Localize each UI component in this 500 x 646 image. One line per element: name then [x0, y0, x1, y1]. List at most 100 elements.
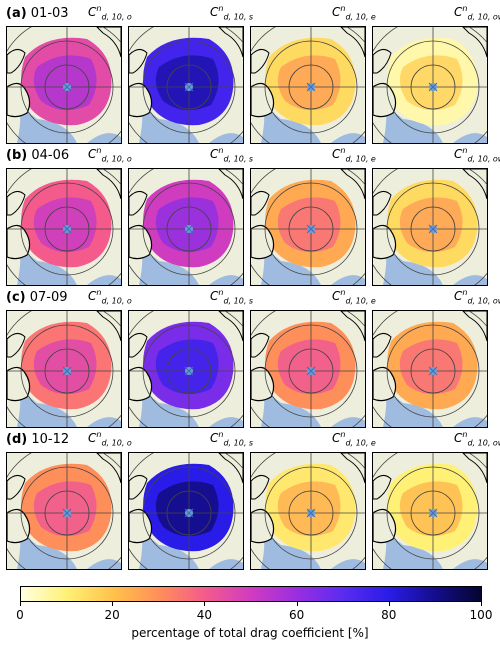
column-label: Cnd, 10, e [332, 146, 376, 164]
colorbar-tick-label: 60 [288, 608, 305, 622]
sea-ice-core [33, 481, 97, 537]
arctic-map [251, 27, 365, 143]
row-label: (c) 07-09 [6, 290, 68, 305]
arctic-map [7, 27, 121, 143]
column-label: Cnd, 10, o [88, 288, 132, 306]
row-label: (a) 01-03 [6, 6, 69, 21]
arctic-map [373, 453, 487, 569]
arctic-map [129, 311, 243, 427]
siberia-coast [340, 453, 365, 484]
colorbar-tick-label: 20 [104, 608, 120, 622]
arctic-map [251, 169, 365, 285]
ocean-atlantic [373, 227, 443, 285]
arctic-map [251, 311, 365, 427]
arctic-map [373, 27, 487, 143]
ocean-atlantic [251, 227, 321, 285]
siberia-coast [218, 169, 243, 200]
siberia-coast [462, 311, 487, 342]
canada-coast [129, 475, 148, 500]
map-panel [250, 310, 366, 428]
ocean-atlantic [251, 511, 321, 569]
north-pole-cross [184, 224, 194, 234]
greenland-coast [7, 366, 31, 402]
map-panel [372, 26, 488, 144]
sea-ice-core [277, 197, 341, 253]
canada-coast [373, 475, 392, 500]
colorbar-tick [388, 602, 390, 606]
siberia-coast [340, 169, 365, 200]
north-pole-cross [184, 82, 194, 92]
north-pole-cross [428, 508, 438, 518]
column-label: Cnd, 10, ow [454, 146, 500, 164]
canada-coast [373, 49, 392, 74]
arctic-map [373, 169, 487, 285]
greenland-coast [129, 366, 153, 402]
colorbar-tick-label: 40 [196, 608, 213, 622]
greenland-coast [373, 508, 397, 544]
sea-ice-core [155, 481, 219, 537]
greenland-coast [7, 82, 31, 118]
north-pole-cross [306, 366, 316, 376]
map-panel [128, 452, 244, 570]
sea-ice-core [155, 197, 219, 253]
greenland-coast [7, 224, 31, 260]
greenland-coast [129, 224, 153, 260]
greenland-coast [373, 82, 397, 118]
greenland-coast [373, 366, 397, 402]
greenland-coast [251, 82, 275, 118]
map-panel [6, 452, 122, 570]
arctic-map [373, 311, 487, 427]
arctic-map [7, 311, 121, 427]
arctic-map [129, 453, 243, 569]
siberia-coast [96, 27, 121, 58]
sea-ice-core [33, 197, 97, 253]
column-label: Cnd, 10, o [88, 146, 132, 164]
ocean-atlantic [373, 85, 443, 143]
siberia-coast [218, 453, 243, 484]
sea-ice-core [277, 339, 341, 395]
sea-ice-core [399, 481, 463, 537]
canada-coast [251, 49, 270, 74]
north-pole-cross [184, 366, 194, 376]
colorbar-tick-label: 0 [16, 608, 24, 622]
arctic-map [251, 453, 365, 569]
siberia-coast [96, 453, 121, 484]
colorbar-tick [20, 602, 21, 606]
map-panel [250, 168, 366, 286]
siberia-coast [340, 311, 365, 342]
north-pole-cross [62, 366, 72, 376]
north-pole-cross [306, 224, 316, 234]
sea-ice-core [399, 197, 463, 253]
north-pole-cross [62, 224, 72, 234]
ocean-atlantic [373, 511, 443, 569]
column-label: Cnd, 10, ow [454, 288, 500, 306]
row-months: 01-03 [26, 6, 69, 21]
ocean-atlantic [251, 85, 321, 143]
arctic-map [7, 169, 121, 285]
column-label: Cnd, 10, e [332, 4, 376, 22]
greenland-coast [7, 508, 31, 544]
greenland-coast [373, 224, 397, 260]
siberia-coast [462, 169, 487, 200]
north-pole-cross [428, 82, 438, 92]
canada-coast [7, 475, 26, 500]
arctic-map [129, 169, 243, 285]
siberia-coast [218, 311, 243, 342]
ocean-atlantic [7, 511, 77, 569]
ocean-atlantic [251, 369, 321, 427]
map-panel [128, 26, 244, 144]
map-panel [128, 310, 244, 428]
siberia-coast [462, 453, 487, 484]
map-panel [128, 168, 244, 286]
row-months: 04-06 [27, 148, 70, 163]
canada-coast [251, 475, 270, 500]
column-label: Cnd, 10, s [210, 288, 254, 306]
map-panel [372, 168, 488, 286]
north-pole-cross [184, 508, 194, 518]
greenland-coast [129, 508, 153, 544]
column-label: Cnd, 10, o [88, 4, 132, 22]
row-label: (d) 10-12 [6, 432, 69, 447]
row-letter: (c) [6, 290, 26, 305]
siberia-coast [340, 27, 365, 58]
colorbar-tick-label: 80 [381, 608, 397, 622]
